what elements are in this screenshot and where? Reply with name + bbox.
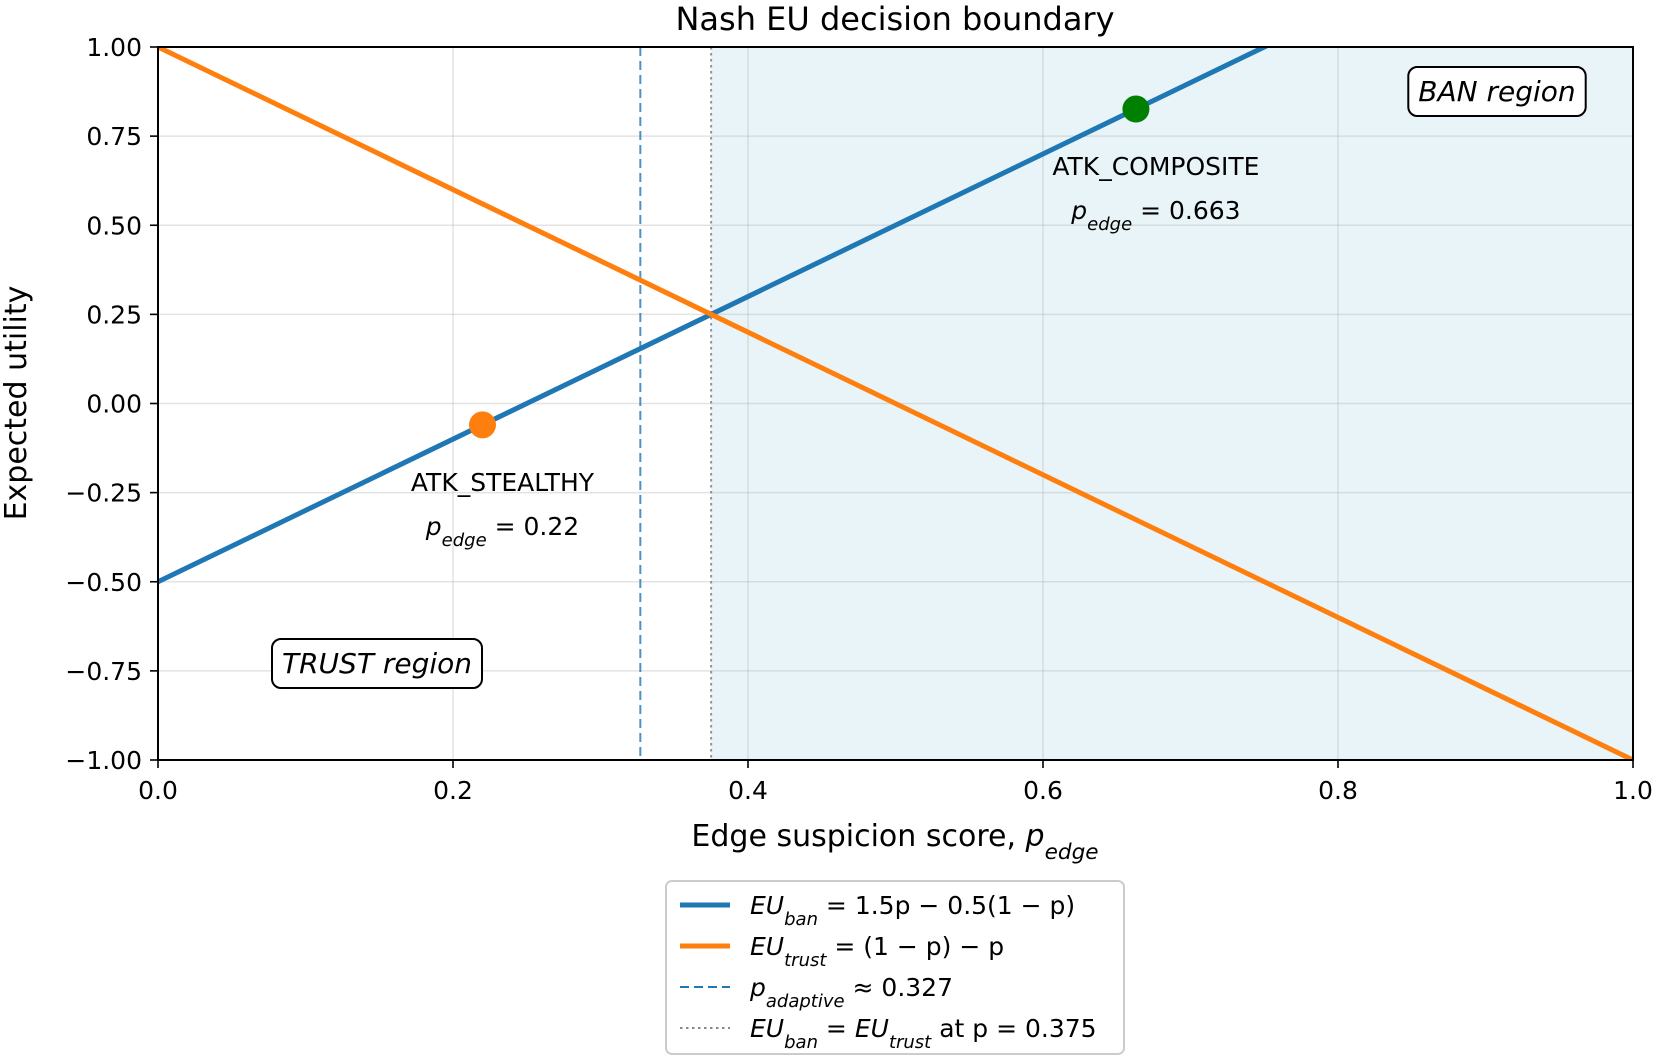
series-line-eu_ban <box>158 47 1270 585</box>
point-label-atk_stealthy: ATK_STEALTHY <box>411 468 595 497</box>
region-label-trust: TRUST region <box>271 638 483 689</box>
x-tick-label: 0.2 <box>433 776 473 805</box>
x-tick-label: 0.8 <box>1318 776 1358 805</box>
y-tick-label: 0.50 <box>86 211 142 240</box>
region-label-text: BAN region <box>1418 75 1575 108</box>
x-tick-label: 0.0 <box>138 776 178 805</box>
region-label-ban: BAN region <box>1407 66 1587 117</box>
y-tick-label: 0.25 <box>86 300 142 329</box>
x-tick-label: 1.0 <box>1613 776 1653 805</box>
point-atk_composite <box>1122 95 1150 123</box>
point-label-atk_composite: ATK_COMPOSITE <box>1052 152 1259 181</box>
region-label-box <box>271 638 483 689</box>
y-axis-label: Expected utility <box>0 286 34 521</box>
x-axis-label: Edge suspicion score, pedge <box>691 819 1098 865</box>
y-tick-label: −0.75 <box>65 657 142 686</box>
x-tick-label: 0.4 <box>728 776 768 805</box>
y-tick-label: 0.00 <box>86 390 142 419</box>
point-value-label-atk_composite: pedge = 0.663 <box>1070 196 1240 235</box>
y-tick-label: −0.25 <box>65 479 142 508</box>
y-tick-label: −0.50 <box>65 568 142 597</box>
chart-title: Nash EU decision boundary <box>675 0 1114 38</box>
point-atk_stealthy <box>469 411 496 439</box>
y-tick-label: 0.75 <box>86 122 142 151</box>
axes: 0.0 0.2 0.4 0.6 0.8 1.0 −1.00 −0.75 −0.50 −0.25 0.… <box>65 33 1653 805</box>
y-tick-label: −1.00 <box>65 746 142 775</box>
plot-area <box>157 46 1634 761</box>
point-value-label-atk_stealthy: pedge = 0.22 <box>425 512 579 551</box>
ban-region-shading <box>711 47 1633 760</box>
legend-label-eu_trust: EUtrust = (1 − p) − p <box>750 932 1004 971</box>
y-tick-label: 1.00 <box>86 33 142 62</box>
legend-label-eu_ban: EUban = 1.5p − 0.5(1 − p) <box>750 891 1075 930</box>
series-line-eu_trust <box>158 47 1633 760</box>
x-tick-label: 0.6 <box>1023 776 1063 805</box>
legend: EUban = 1.5p − 0.5(1 − p)EUtrust = (1 − … <box>665 880 1125 1055</box>
region-label-text: TRUST region <box>282 647 472 680</box>
legend-box <box>665 880 1125 1055</box>
legend-label-p_adaptive: padaptive ≈ 0.327 <box>749 973 953 1012</box>
legend-label-eu_equal: EUban = EUtrust at p = 0.375 <box>750 1014 1097 1053</box>
region-label-box <box>1407 66 1587 117</box>
